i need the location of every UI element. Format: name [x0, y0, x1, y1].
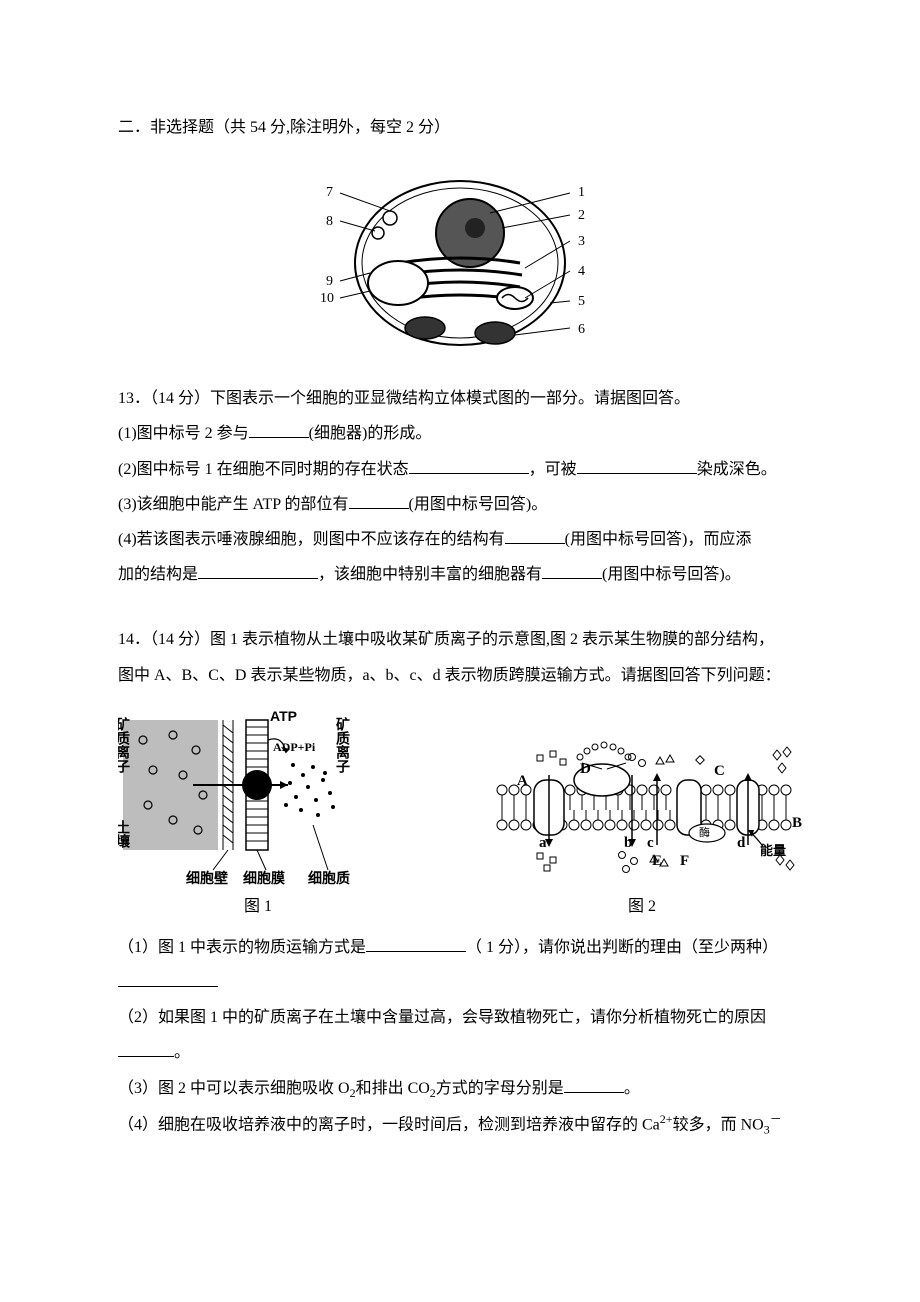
fig2-energy: 能量 [760, 843, 786, 858]
q13-p2b: ，可被 [529, 461, 577, 478]
q13-p4-1: (4)若该图表示唾液腺细胞，则图中不应该存在的结构有 (用图中标号回答)，而应添 [118, 522, 802, 557]
q13-p4d: ，该细胞中特别丰富的细胞器有 [318, 566, 542, 583]
q13-p1a: (1)图中标号 2 参与 [118, 425, 249, 442]
blank [249, 422, 309, 438]
figure-2-col: A D C B a b c d E F 酶 能量 图 2 [482, 735, 802, 924]
q14-p1-trail [118, 965, 802, 1000]
q13-p4-2: 加的结构是 ，该细胞中特别丰富的细胞器有 (用图中标号回答)。 [118, 557, 802, 592]
q14-p4a: （4）细胞在吸收培养液中的离子时，一段时间后，检测到培养液中留存的 Ca [118, 1117, 660, 1134]
question-14: 14．（14 分）图 1 表示植物从土壤中吸收某矿质离子的示意图,图 2 表示某… [118, 622, 802, 1143]
blank [349, 493, 409, 509]
q14-stem-2: 图中 A、B、C、D 表示某些物质，a、b、c、d 表示物质跨膜运输方式。请据图… [118, 658, 802, 693]
q14-p3b: 和排出 CO [356, 1080, 430, 1097]
cell-label-1: 1 [578, 185, 585, 200]
fig2-b: b [624, 835, 632, 851]
q14-p3c: 方式的字母分别是 [436, 1080, 564, 1097]
blank [409, 458, 529, 474]
cell-figure-wrap: 1 2 3 4 5 6 7 8 9 10 [118, 163, 802, 363]
q13-p4c: 加的结构是 [118, 566, 198, 583]
q14-p2a: （2）如果图 1 中的矿质离子在土壤中含量过高，会导致植物死亡，请你分析植物死亡… [118, 1009, 766, 1026]
fig2-enzyme: 酶 [699, 826, 710, 839]
dual-figure-row: 矿质离子 ATP ADP+Pi 矿质离子 土壤 细胞壁 细胞膜 细胞质 图 1 [118, 705, 802, 924]
blank [542, 563, 602, 579]
q14-p4b: 较多，而 NO [673, 1117, 764, 1134]
blank [505, 528, 565, 544]
q14-p3: （3）图 2 中可以表示细胞吸收 O2和排出 CO2方式的字母分别是。 [118, 1071, 802, 1107]
q14-p2b: 。 [174, 1044, 190, 1061]
blank [118, 1041, 174, 1057]
fig1-atp: ATP [270, 708, 297, 724]
q13-p1: (1)图中标号 2 参与 (细胞器)的形成。 [118, 416, 802, 451]
q13-p4a: (4)若该图表示唾液腺细胞，则图中不应该存在的结构有 [118, 531, 505, 548]
fig1-soil: 土壤 [118, 819, 131, 849]
q13-p3a: (3)该细胞中能产生 ATP 的部位有 [118, 496, 349, 513]
fig2-C: C [714, 763, 725, 779]
cell-label-7: 7 [326, 185, 333, 200]
fig2-a: a [539, 835, 547, 851]
fig1-mineral-right: 矿质离子 [335, 716, 351, 774]
q14-p3a: （3）图 2 中可以表示细胞吸收 O [118, 1080, 350, 1097]
fig1-svg: 矿质离子 ATP ADP+Pi 矿质离子 土壤 细胞壁 细胞膜 细胞质 [118, 705, 398, 885]
figure-1-col: 矿质离子 ATP ADP+Pi 矿质离子 土壤 细胞壁 细胞膜 细胞质 图 1 [118, 705, 398, 924]
blank [564, 1077, 624, 1093]
q13-p1b: (细胞器)的形成。 [309, 425, 432, 442]
cell-label-9: 9 [326, 274, 333, 289]
fig1-cyto: 细胞质 [308, 870, 350, 885]
fig1-mineral-left: 矿质离子 [118, 716, 131, 774]
blank [366, 936, 466, 952]
q14-stem-1: 14．（14 分）图 1 表示植物从土壤中吸收某矿质离子的示意图,图 2 表示某… [118, 622, 802, 657]
q14-p1b: （ 1 分），请你说出判断的理由（至少两种） [466, 939, 778, 956]
cell-label-8: 8 [326, 214, 333, 229]
q14-p1: （1）图 1 中表示的物质运输方式是 （ 1 分），请你说出判断的理由（至少两种） [118, 930, 802, 965]
question-13: 13．（14 分）下图表示一个细胞的亚显微结构立体模式图的一部分。请据图回答。 … [118, 381, 802, 592]
q13-p4b: (用图中标号回答)，而应添 [565, 531, 752, 548]
q13-p2c: 染成深色。 [697, 461, 777, 478]
fig2-F: F [680, 853, 689, 869]
cell-label-10: 10 [320, 291, 334, 306]
blank [577, 458, 697, 474]
q14-p4: （4）细胞在吸收培养液中的离子时，一段时间后，检测到培养液中留存的 Ca2+较多… [118, 1106, 802, 1143]
section-title: 二．非选择题（共 54 分,除注明外，每空 2 分） [118, 110, 802, 145]
fig1-adp: ADP+Pi [273, 740, 316, 754]
cell-label-2: 2 [578, 208, 585, 223]
q13-p3: (3)该细胞中能产生 ATP 的部位有 (用图中标号回答)。 [118, 487, 802, 522]
q14-p3d: 。 [624, 1080, 640, 1097]
fig2-B: B [792, 815, 802, 831]
q13-p2a: (2)图中标号 1 在细胞不同时期的存在状态 [118, 461, 409, 478]
fig1-membrane: 细胞膜 [243, 870, 285, 885]
q13-stem: 13．（14 分）下图表示一个细胞的亚显微结构立体模式图的一部分。请据图回答。 [118, 381, 802, 416]
cell-label-5: 5 [578, 294, 585, 309]
fig2-E: E [652, 853, 662, 869]
q14-p4-supneg: － [770, 1112, 782, 1126]
q14-p2: （2）如果图 1 中的矿质离子在土壤中含量过高，会导致植物死亡，请你分析植物死亡… [118, 1000, 802, 1035]
fig2-caption: 图 2 [628, 889, 656, 924]
blank [198, 563, 318, 579]
q14-p1a: （1）图 1 中表示的物质运输方式是 [118, 939, 366, 956]
fig2-svg: A D C B a b c d E F 酶 能量 [482, 735, 802, 885]
fig1-caption: 图 1 [244, 889, 272, 924]
q13-p4e: (用图中标号回答)。 [602, 566, 741, 583]
fig2-D: D [580, 761, 591, 777]
fig1-wall: 细胞壁 [186, 870, 228, 885]
fig2-c: c [647, 835, 654, 851]
q14-p4-sup2: 2+ [660, 1112, 673, 1126]
fig2-A: A [517, 773, 528, 789]
q13-p3b: (用图中标号回答)。 [409, 496, 548, 513]
q14-p2-trail: 。 [118, 1035, 802, 1070]
cell-diagram-svg: 1 2 3 4 5 6 7 8 9 10 [320, 163, 600, 363]
fig2-d: d [737, 835, 746, 851]
cell-label-6: 6 [578, 322, 585, 337]
blank [118, 971, 218, 987]
q13-p2: (2)图中标号 1 在细胞不同时期的存在状态 ，可被 染成深色。 [118, 452, 802, 487]
cell-label-3: 3 [578, 234, 585, 249]
cell-label-4: 4 [578, 264, 585, 279]
